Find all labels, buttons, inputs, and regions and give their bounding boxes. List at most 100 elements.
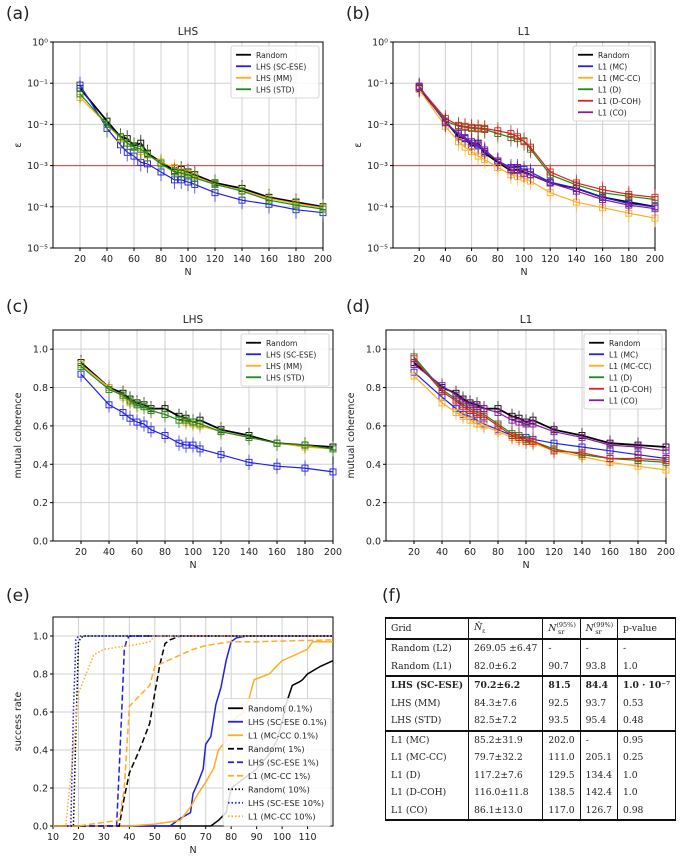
y-tick-label: 0.8 xyxy=(33,670,48,681)
cell-n95: 117.0 xyxy=(542,801,581,821)
y-tick-label: 10⁻¹ xyxy=(367,79,388,90)
cell-grid: Random (L1) xyxy=(384,657,470,676)
data-point-marker xyxy=(161,432,169,439)
series-line-random-1 xyxy=(53,635,333,827)
x-tick-label: 60 xyxy=(131,547,143,558)
legend-label: LHS (MM) xyxy=(266,362,302,371)
data-point-marker xyxy=(507,166,515,174)
y-tick-label: 10⁻² xyxy=(367,120,388,131)
data-point-marker xyxy=(468,138,476,146)
table-row: Random (L1) 82.0±6.2 90.7 93.8 1.0 xyxy=(384,657,677,676)
x-tick-label: 30 xyxy=(98,832,110,843)
data-point-marker xyxy=(133,418,141,426)
legend-label: L1 (D-COH) xyxy=(598,97,641,106)
data-point-marker xyxy=(527,143,534,151)
y-tick-label: 1.0 xyxy=(33,632,48,643)
series-line-lhs-sc-ese-0-1 xyxy=(53,635,333,827)
legend-label: LHS (SC-ESE 0.1%) xyxy=(248,717,327,727)
x-tick-label: 120 xyxy=(212,547,230,558)
x-tick-label: 60 xyxy=(174,832,186,843)
data-point-marker xyxy=(455,130,462,137)
table-row: L1 (CO) 86.1±13.0 117.0 126.7 0.98 xyxy=(384,801,677,821)
legend-label: LHS (SC-ESE 1%) xyxy=(248,757,319,767)
x-tick-label: 200 xyxy=(646,254,664,265)
data-point-marker xyxy=(494,409,502,416)
data-point-marker xyxy=(459,397,467,405)
cell-pvalue: 0.25 xyxy=(616,749,677,767)
data-point-marker xyxy=(480,405,488,413)
data-point-marker xyxy=(514,133,521,141)
data-point-marker xyxy=(527,171,534,179)
legend-label: L1 (MC) xyxy=(598,62,627,71)
x-tick-label: 160 xyxy=(594,254,612,265)
x-tick-label: 60 xyxy=(464,547,476,558)
data-point-marker xyxy=(634,455,642,462)
x-tick-label: 160 xyxy=(601,547,619,558)
legend-label: L1 (MC-CC) xyxy=(598,74,641,83)
legend-label: Random( 0.1%) xyxy=(248,703,313,713)
y-tick-label: 1.0 xyxy=(366,345,381,356)
cell-grid: L1 (D) xyxy=(384,766,470,784)
y-tick-label: 0.0 xyxy=(366,537,381,548)
x-tick-label: 20 xyxy=(413,254,425,265)
data-point-marker xyxy=(171,168,178,176)
data-point-marker xyxy=(529,420,537,428)
x-tick-label: 120 xyxy=(545,547,563,558)
x-axis-label: N xyxy=(189,560,196,571)
data-point-marker xyxy=(76,90,84,98)
col-header-pvalue: p-value xyxy=(616,617,677,640)
panel-label-e: (e) xyxy=(6,586,30,606)
x-tick-label: 120 xyxy=(541,254,559,265)
x-axis-label: N xyxy=(184,267,191,278)
data-point-marker xyxy=(410,372,418,380)
table-row: LHS (MM) 84.3±7.6 92.5 93.7 0.53 xyxy=(384,694,677,712)
data-point-marker xyxy=(245,458,253,466)
x-tick-label: 110 xyxy=(298,832,316,843)
x-tick-label: 50 xyxy=(149,832,161,843)
x-tick-label: 40 xyxy=(436,547,448,558)
y-tick-label: 10⁻³ xyxy=(367,161,388,172)
data-point-marker xyxy=(103,120,111,128)
x-axis-label: N xyxy=(522,560,529,571)
y-tick-label: 10⁻⁵ xyxy=(27,244,48,255)
data-point-marker xyxy=(461,134,469,141)
x-tick-label: 100 xyxy=(515,254,533,265)
cell-n99: 134.4 xyxy=(579,766,618,784)
y-tick-label: 10⁻² xyxy=(27,120,48,131)
series-line-l1-mc-cc-1 xyxy=(53,639,334,827)
cell-n-eps: 269.05 ±6.47 xyxy=(468,638,544,658)
cell-pvalue: 1.0 xyxy=(616,784,677,802)
cell-n95: 93.5 xyxy=(542,712,581,731)
cell-n95: 90.7 xyxy=(542,657,581,676)
x-tick-label: 200 xyxy=(314,254,332,265)
data-point-marker xyxy=(196,445,204,453)
data-point-marker xyxy=(147,426,155,434)
cell-grid: L1 (D-COH) xyxy=(384,784,470,802)
y-tick-label: 0.8 xyxy=(33,383,48,394)
legend-label: Random xyxy=(609,339,640,348)
chart-title: LHS xyxy=(183,314,204,326)
x-tick-label: 140 xyxy=(567,254,585,265)
x-tick-label: 20 xyxy=(75,547,87,558)
panel-label-d: (d) xyxy=(346,297,371,317)
legend-label: Random xyxy=(256,51,287,60)
data-point-marker xyxy=(196,420,204,428)
data-point-marker xyxy=(126,414,134,422)
table-row: LHS (SC-ESE) 70.2±6.2 81.5 84.4 1.0 · 10⁻⁷ xyxy=(384,675,677,695)
data-point-marker xyxy=(177,169,185,177)
data-point-marker xyxy=(520,138,528,146)
data-point-marker xyxy=(189,441,197,449)
data-point-marker xyxy=(522,420,530,428)
y-tick-label: 0.8 xyxy=(366,383,381,394)
data-point-marker xyxy=(292,201,300,209)
x-tick-label: 80 xyxy=(159,547,171,558)
chart-d-l1-coherence: 20 40 60 80 100 120 140 160 180 200 0.0 0.2 0.4 0.6 0.… xyxy=(346,314,675,571)
data-point-marker xyxy=(515,433,523,441)
y-tick-label: 0.2 xyxy=(33,784,48,795)
x-tick-label: 80 xyxy=(492,254,504,265)
data-point-marker xyxy=(452,391,460,399)
x-tick-label: 140 xyxy=(233,254,251,265)
x-tick-label: 160 xyxy=(260,254,278,265)
data-point-marker xyxy=(265,196,273,204)
legend-box xyxy=(240,333,330,387)
